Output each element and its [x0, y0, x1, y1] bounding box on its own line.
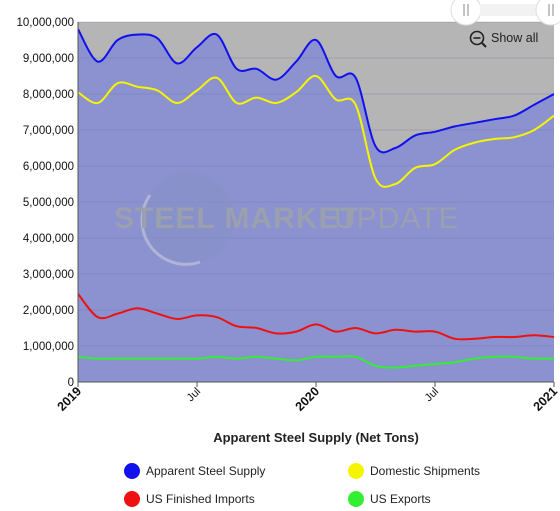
y-tick-label: 2,000,000: [23, 305, 74, 317]
x-tick-label: 2020: [293, 384, 323, 414]
y-tick-label: 6,000,000: [23, 161, 74, 173]
legend-marker: [124, 491, 140, 507]
legend-label: Apparent Steel Supply: [146, 464, 265, 478]
legend: Apparent Steel Supply Domestic Shipments U…: [124, 463, 480, 507]
y-tick-label: 5,000,000: [23, 197, 74, 209]
y-tick-label: 4,000,000: [23, 233, 74, 245]
y-tick-label: 10,000,000: [16, 17, 74, 29]
zoom-out-icon: [469, 30, 485, 46]
legend-label: Domestic Shipments: [370, 464, 480, 478]
y-tick-label: 0: [68, 377, 74, 389]
x-tick-label: 2019: [55, 384, 85, 414]
watermark: STEEL MARKET UPDATE: [114, 172, 459, 268]
legend-marker: [348, 463, 364, 479]
y-tick-label: 3,000,000: [23, 269, 74, 281]
watermark-bold: STEEL MARKET: [114, 202, 359, 235]
series-line-us-exports: [78, 355, 554, 369]
legend-marker: [124, 463, 140, 479]
legend-marker: [348, 491, 364, 507]
show-all-button[interactable]: Show all: [469, 30, 539, 48]
y-tick-label: 7,000,000: [23, 125, 74, 137]
x-tick-label: 2021: [531, 384, 560, 414]
legend-item-us-finished-imports[interactable]: US Finished Imports: [124, 491, 255, 507]
legend-item-domestic-shipments[interactable]: Domestic Shipments: [348, 463, 480, 479]
navigator-handle-right[interactable]: [535, 0, 560, 26]
y-tick-label: 9,000,000: [23, 53, 74, 65]
x-tick-label: Jul: [423, 386, 441, 404]
legend-label: US Exports: [370, 492, 431, 506]
navigator-track[interactable]: [480, 4, 538, 16]
series-line-apparent-steel-supply: [78, 28, 554, 154]
y-tick-label: 1,000,000: [23, 341, 74, 353]
legend-item-us-exports[interactable]: US Exports: [348, 491, 431, 507]
x-tick-label: Jul: [185, 386, 203, 404]
x-axis-title: Apparent Steel Supply (Net Tons): [213, 430, 419, 445]
y-tick-label: 8,000,000: [23, 89, 74, 101]
series-line-domestic-shipments: [78, 74, 554, 188]
watermark-light: UPDATE: [334, 202, 459, 235]
legend-label: US Finished Imports: [146, 492, 255, 506]
series-area-apparent-steel-supply: [78, 29, 554, 382]
legend-item-apparent-steel-supply[interactable]: Apparent Steel Supply: [124, 463, 265, 479]
show-all-label: Show all: [491, 31, 538, 45]
series-line-us-finished-imports: [78, 293, 554, 341]
navigator-handle-left[interactable]: [450, 0, 482, 26]
